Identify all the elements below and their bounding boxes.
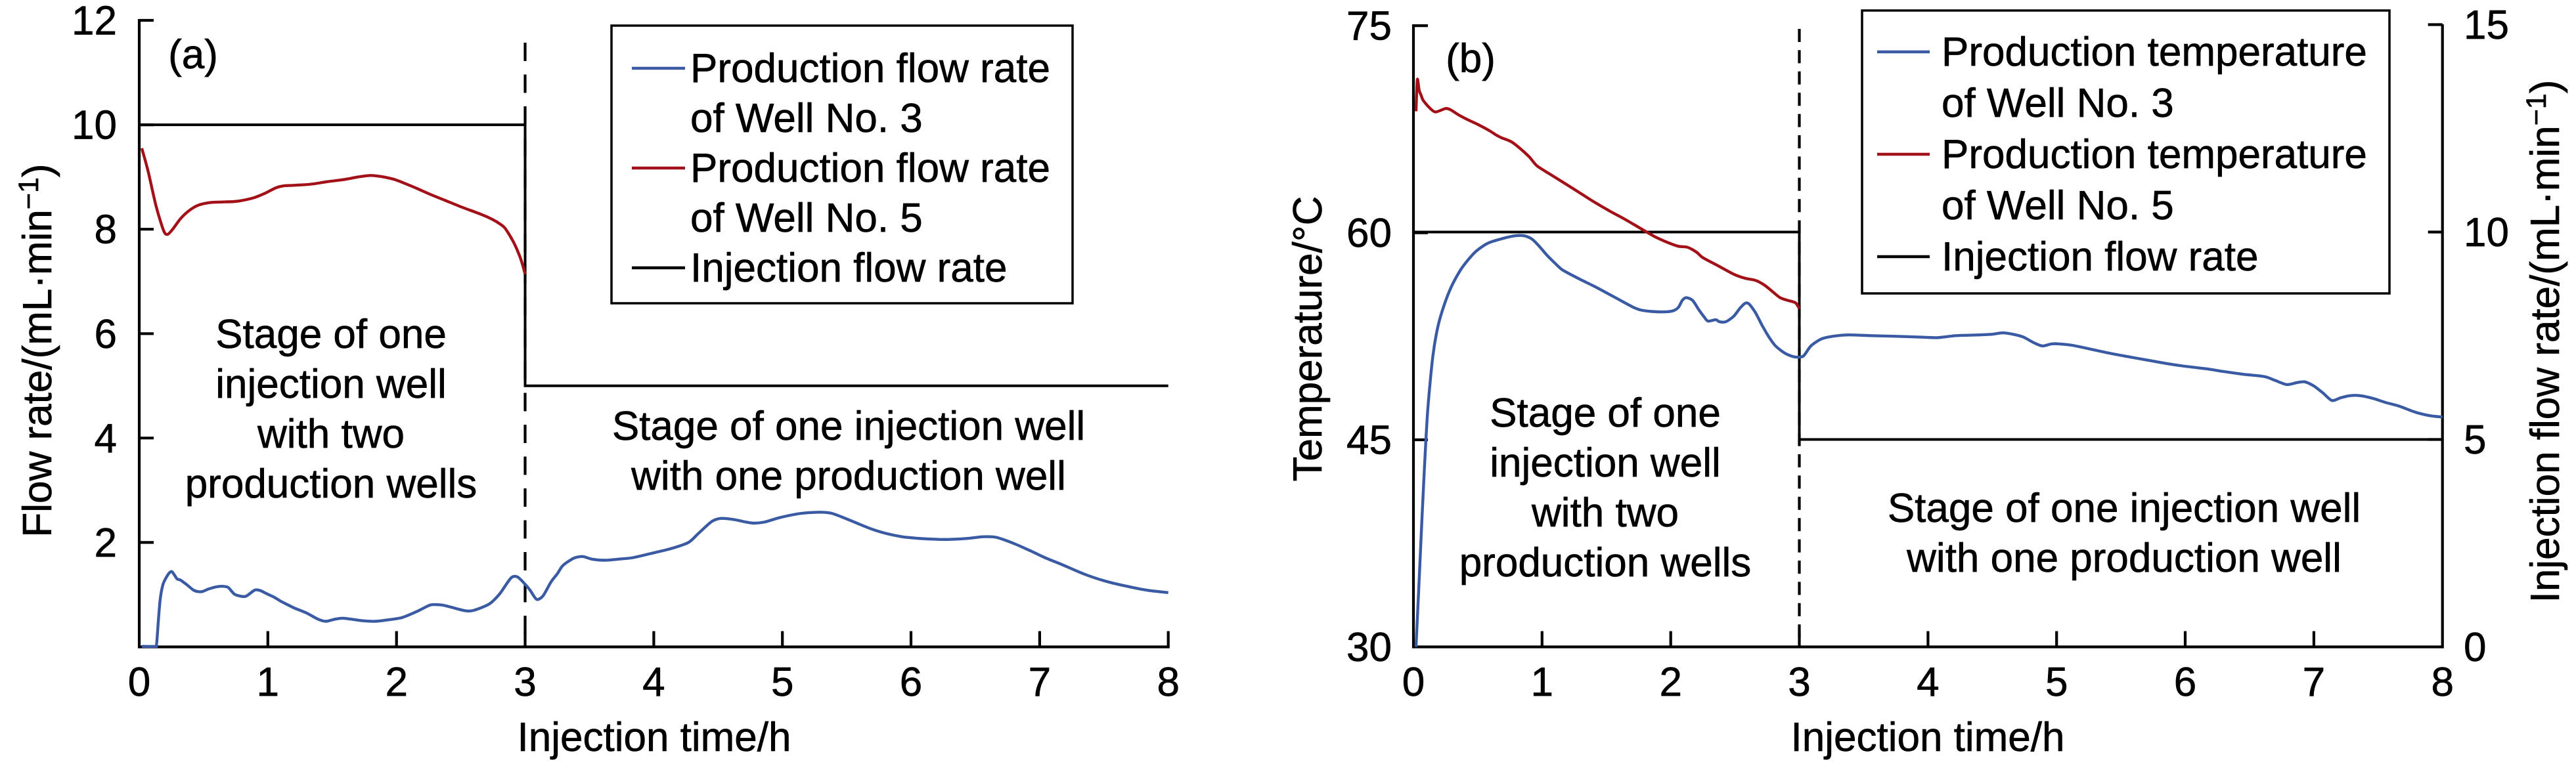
svg-text:(a): (a) — [168, 32, 218, 77]
svg-text:6: 6 — [95, 312, 117, 357]
svg-text:1: 1 — [1531, 660, 1553, 705]
svg-text:Flow rate/(mL·min−1): Flow rate/(mL·min−1) — [13, 163, 60, 537]
svg-text:60: 60 — [1346, 211, 1392, 256]
svg-text:production wells: production wells — [185, 461, 477, 507]
svg-text:8: 8 — [1157, 660, 1179, 705]
svg-text:2: 2 — [95, 521, 117, 566]
svg-text:injection well: injection well — [215, 362, 447, 407]
svg-text:(b): (b) — [1446, 36, 1496, 81]
svg-text:1: 1 — [257, 660, 279, 705]
svg-text:45: 45 — [1346, 418, 1392, 463]
svg-text:Temperature/°C: Temperature/°C — [1285, 196, 1331, 482]
svg-text:Injection flow rate: Injection flow rate — [690, 245, 1007, 291]
svg-text:Stage of one injection well: Stage of one injection well — [1888, 486, 2361, 531]
svg-text:Production temperature: Production temperature — [1942, 132, 2367, 177]
svg-text:Production temperature: Production temperature — [1942, 30, 2367, 75]
svg-text:production wells: production wells — [1459, 540, 1752, 586]
svg-text:6: 6 — [2174, 660, 2196, 705]
svg-text:Injection flow rate: Injection flow rate — [1942, 234, 2258, 280]
svg-text:30: 30 — [1346, 625, 1392, 670]
svg-text:8: 8 — [95, 207, 117, 253]
svg-text:12: 12 — [72, 0, 117, 44]
svg-text:injection well: injection well — [1490, 440, 1721, 486]
svg-text:75: 75 — [1346, 4, 1392, 49]
svg-text:with two: with two — [1531, 490, 1679, 536]
svg-text:of Well No. 5: of Well No. 5 — [690, 196, 923, 241]
svg-text:Stage of one: Stage of one — [215, 312, 447, 357]
svg-text:Stage of one injection well: Stage of one injection well — [612, 404, 1085, 449]
svg-text:5: 5 — [2464, 417, 2486, 463]
svg-text:0: 0 — [1402, 660, 1425, 705]
svg-text:Stage of one: Stage of one — [1490, 391, 1721, 436]
svg-text:8: 8 — [2431, 660, 2453, 705]
svg-text:7: 7 — [2303, 660, 2325, 705]
svg-text:3: 3 — [514, 660, 536, 705]
svg-text:7: 7 — [1029, 660, 1051, 705]
svg-text:3: 3 — [1788, 660, 1810, 705]
svg-text:4: 4 — [642, 660, 665, 705]
svg-text:15: 15 — [2464, 3, 2509, 48]
svg-text:0: 0 — [2464, 625, 2486, 670]
svg-text:Injection time/h: Injection time/h — [1791, 715, 2065, 760]
svg-text:10: 10 — [72, 103, 117, 148]
svg-text:0: 0 — [128, 660, 150, 705]
svg-text:6: 6 — [900, 660, 922, 705]
svg-text:with one production well: with one production well — [631, 454, 1066, 499]
svg-text:of Well No. 3: of Well No. 3 — [1942, 81, 2174, 126]
svg-text:Production flow rate: Production flow rate — [690, 46, 1050, 91]
svg-text:5: 5 — [771, 660, 793, 705]
svg-text:of Well No. 3: of Well No. 3 — [690, 96, 923, 141]
svg-text:10: 10 — [2464, 210, 2509, 255]
svg-text:Injection flow rate/(mL·min−1): Injection flow rate/(mL·min−1) — [2521, 80, 2568, 603]
svg-text:of Well No. 5: of Well No. 5 — [1942, 183, 2174, 228]
svg-text:4: 4 — [1917, 660, 1939, 705]
svg-text:2: 2 — [1659, 660, 1681, 705]
svg-text:5: 5 — [2045, 660, 2068, 705]
svg-text:Production flow rate: Production flow rate — [690, 146, 1050, 191]
svg-text:with two: with two — [257, 412, 405, 457]
svg-text:4: 4 — [95, 416, 117, 461]
svg-text:2: 2 — [385, 660, 407, 705]
svg-text:Injection time/h: Injection time/h — [518, 715, 791, 760]
svg-text:with one production well: with one production well — [1906, 536, 2342, 581]
